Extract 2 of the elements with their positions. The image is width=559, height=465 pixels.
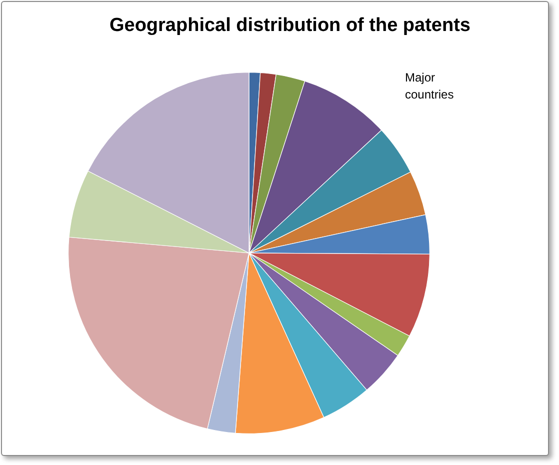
legend-title: Major countries: [405, 70, 454, 102]
chart-title: Geographical distribution of the patents: [109, 15, 471, 36]
